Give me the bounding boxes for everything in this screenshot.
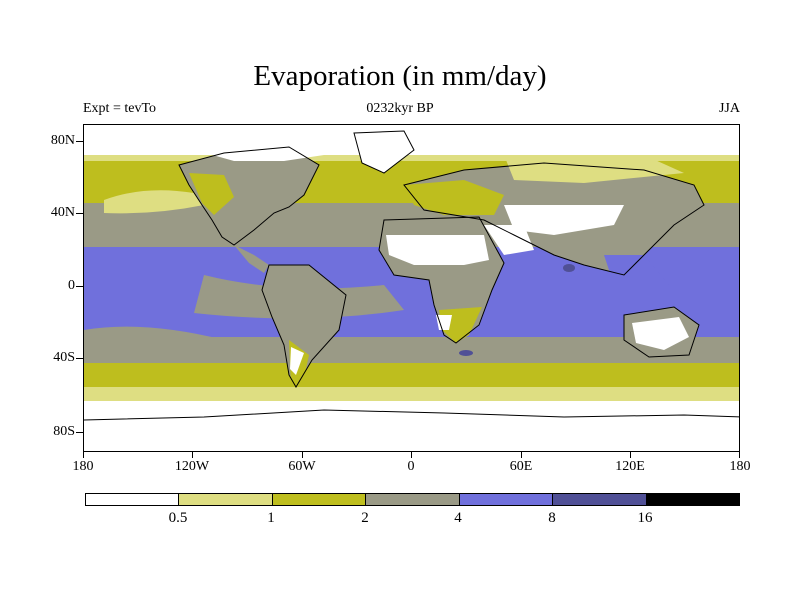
colorbar [85,493,740,506]
central-asia-desert [504,205,624,235]
lon-label-0: 0 [407,459,415,474]
colorbar-box-2 [179,494,273,505]
antarctica [84,410,739,451]
colorbar-label-2: 2 [361,510,369,526]
australia-interior [632,317,689,350]
lat-label-80s: 80S [53,424,75,439]
coastline-australia [623,306,700,358]
lon-tick-180w [83,452,84,458]
lon-label-120e: 120E [615,459,645,474]
evaporation-map [83,124,740,452]
lat-tick-80n [76,141,83,142]
coastline-north-america [178,146,320,246]
lon-tick-180e [739,452,740,458]
coastline-eurasia [403,162,705,276]
colorbar-label-8: 8 [548,510,556,526]
lon-label-180e: 180 [729,459,751,474]
lat-label-80n: 80N [50,133,75,148]
patagonia [290,347,304,375]
coastline-greenland [353,130,415,174]
experiment-label: Expt = tevTo [83,101,157,116]
lon-tick-120e [630,452,631,458]
arabian-sea-max [563,264,575,272]
colorbar-box-4 [366,494,460,505]
north-america [179,147,319,245]
colorbar-label-4: 4 [454,510,462,526]
colorbar-box-6 [553,494,647,505]
coastline-south-america [261,264,347,388]
africa-southwest [436,315,452,330]
north-america-west [189,173,234,215]
europe-olive [404,180,504,215]
colorbar-box-1 [86,494,180,505]
lat-tick-80s [76,432,83,433]
south-america [262,265,346,387]
lat-label-0: 0 [68,278,75,293]
time-label: 0232kyr BP [366,101,434,116]
colorbar-label-0-5: 0.5 [168,510,188,526]
colorbar-label-1: 1 [267,510,275,526]
lon-tick-120w [192,452,193,458]
lon-label-120w: 120W [174,459,210,474]
band-south-light [84,387,739,401]
lon-label-180w: 180 [72,459,94,474]
arabia [484,225,534,255]
colorbar-label-16: 16 [637,510,653,526]
coastline-africa [378,216,505,344]
lat-label-40s: 40S [53,350,75,365]
lon-tick-60w [302,452,303,458]
coastline-antarctica [84,409,739,421]
lon-tick-60e [521,452,522,458]
lat-tick-40s [76,358,83,359]
south-indian-max [459,350,473,356]
lat-label-40n: 40N [50,205,75,220]
lon-label-60w: 60W [288,459,316,474]
lon-label-60e: 60E [509,459,533,474]
lon-tick-0 [411,452,412,458]
southeast-asia [604,255,669,295]
colorbar-box-5 [459,494,554,505]
lat-tick-0 [76,286,83,287]
colorbar-box-7 [646,494,739,505]
south-pacific-gray [84,326,234,360]
map-title: Evaporation (in mm/day) [253,60,547,92]
central-america [234,245,269,273]
colorbar-box-3 [272,494,367,505]
north-pacific-light [104,190,204,214]
siberia-light [504,155,684,183]
season-label: JJA [718,101,740,116]
arctic-asia [504,135,704,155]
greenland [354,131,414,173]
sahara [386,235,489,265]
lat-tick-40n [76,213,83,214]
